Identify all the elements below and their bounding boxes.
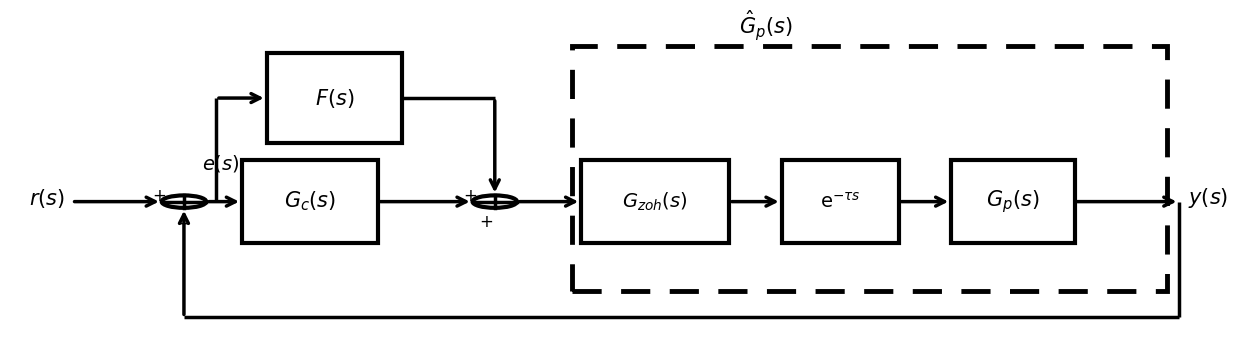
Text: $r(s)$: $r(s)$ <box>29 187 64 209</box>
Bar <box>781 160 899 243</box>
Text: $+$: $+$ <box>153 188 166 205</box>
Text: $\hat{G}_p(s)$: $\hat{G}_p(s)$ <box>739 8 792 43</box>
Text: $G_p(s)$: $G_p(s)$ <box>986 188 1039 215</box>
Text: $G_c(s)$: $G_c(s)$ <box>284 190 336 213</box>
Bar <box>573 46 1167 291</box>
Text: $e(s)$: $e(s)$ <box>202 153 239 174</box>
Text: $y(s)$: $y(s)$ <box>1188 186 1229 210</box>
Text: $-$: $-$ <box>176 214 190 231</box>
Text: $\mathrm{e}^{-\tau s}$: $\mathrm{e}^{-\tau s}$ <box>820 192 861 212</box>
Text: $F(s)$: $F(s)$ <box>315 87 355 110</box>
Bar <box>951 160 1075 243</box>
Bar <box>582 160 729 243</box>
Text: $+$: $+$ <box>479 214 494 231</box>
Bar <box>242 160 378 243</box>
Bar <box>267 53 402 143</box>
Text: $G_{zoh}(s)$: $G_{zoh}(s)$ <box>622 190 688 213</box>
Text: $+$: $+$ <box>463 188 477 205</box>
